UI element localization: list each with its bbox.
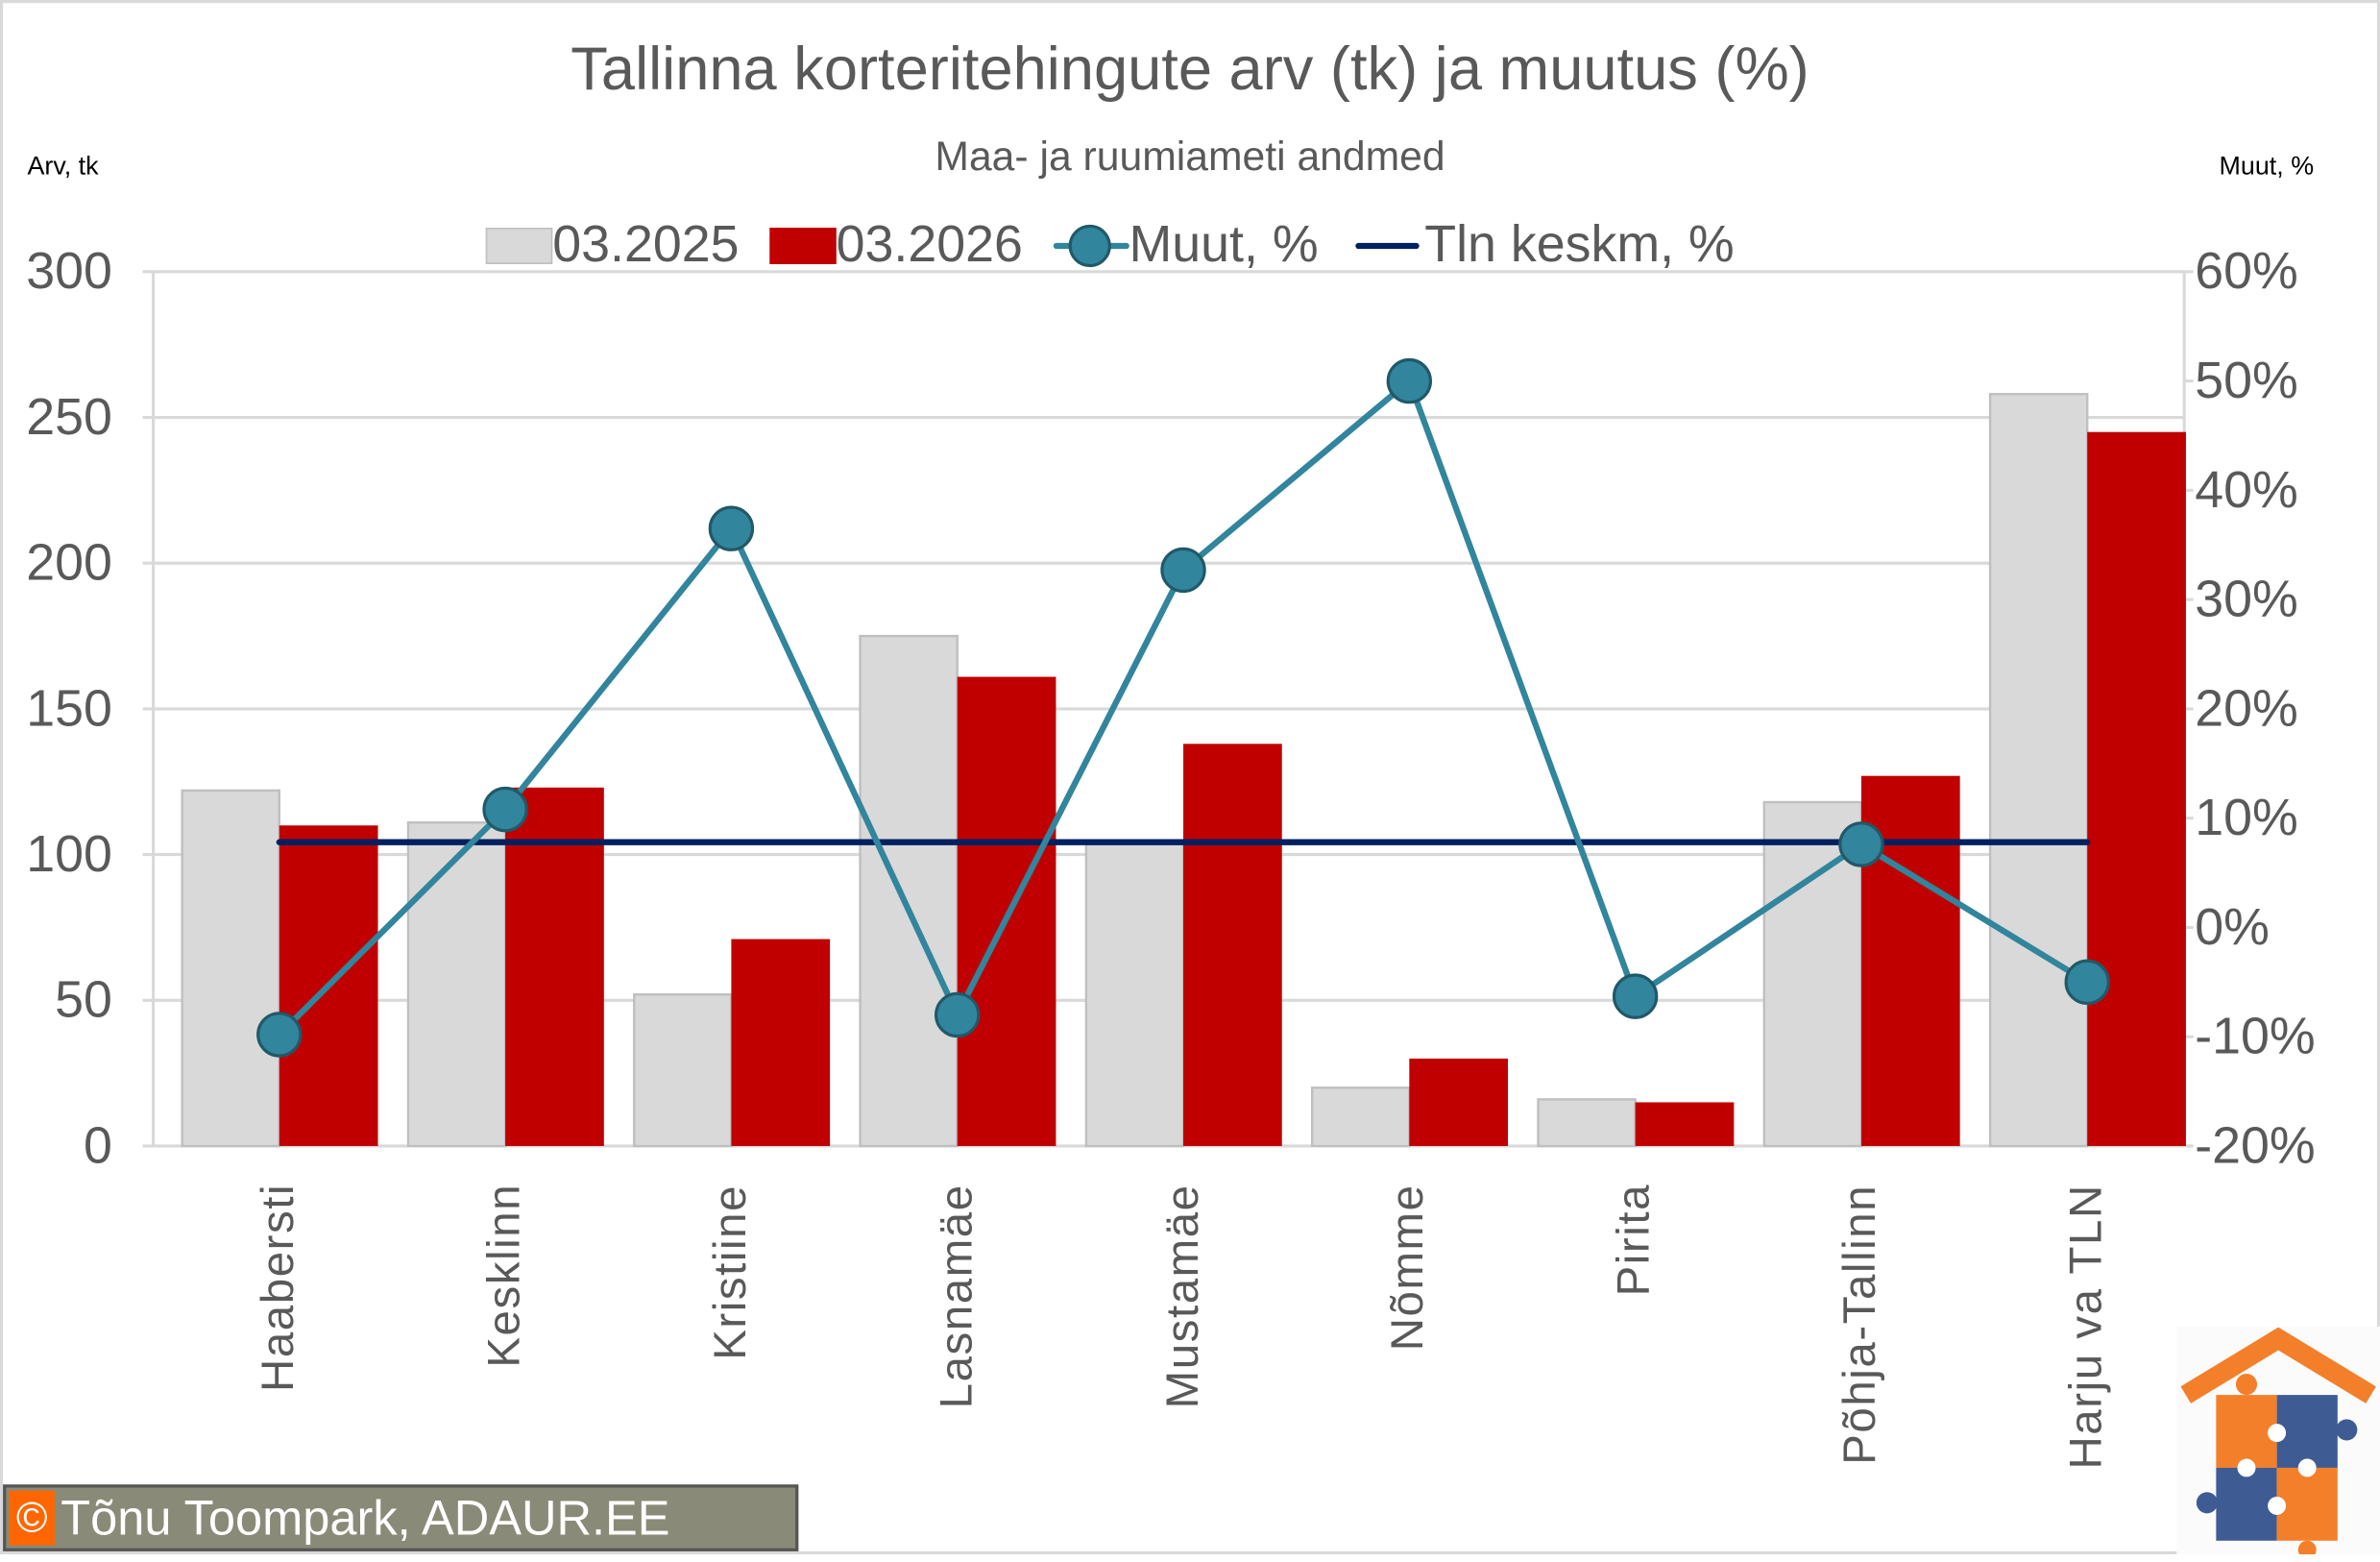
- legend-item-2025: 03.2025: [485, 215, 740, 275]
- y-tick-left: 0: [84, 1116, 112, 1175]
- y-tick-left: 50: [55, 971, 112, 1030]
- y-tick-left: 150: [26, 679, 112, 738]
- y-tick-left: 300: [26, 242, 112, 301]
- legend-item-avg: Tln keskm, %: [1348, 215, 1735, 275]
- legend-swatch-2025: [485, 227, 553, 264]
- bar-03-2026: [2087, 431, 2186, 1146]
- bar-03-2025: [181, 789, 280, 1148]
- bar-03-2025: [1988, 393, 2089, 1148]
- legend-label: 03.2026: [836, 215, 1023, 274]
- x-label: Mustamäe: [1157, 1184, 1208, 1409]
- x-label: Kristiine: [705, 1184, 756, 1360]
- bar-03-2026: [1409, 1058, 1509, 1146]
- bar-03-2025: [633, 993, 733, 1148]
- left-axis-title: Arv, tk: [27, 152, 99, 182]
- change-marker: [256, 1012, 303, 1058]
- y-tick-right: 0%: [2195, 898, 2270, 957]
- legend-swatch-2026: [769, 227, 837, 264]
- change-marker: [934, 991, 981, 1038]
- x-label: Lasnamäe: [931, 1184, 982, 1409]
- credit-text: Tõnu Toompark, ADAUR.EE: [61, 1489, 670, 1545]
- bar-03-2025: [1537, 1098, 1637, 1148]
- x-label: Põhja-Tallinn: [1835, 1184, 1886, 1465]
- y-tick-right: -20%: [2195, 1116, 2316, 1175]
- legend-item-change: Muut, %: [1053, 215, 1319, 275]
- x-label: Kesklinn: [479, 1183, 530, 1368]
- y-tick-right: 30%: [2195, 571, 2298, 629]
- y-tick-right: 60%: [2195, 242, 2298, 301]
- change-marker: [1160, 547, 1206, 594]
- y-tick-left: 200: [26, 534, 112, 593]
- y-tick-right: 10%: [2195, 789, 2298, 847]
- legend-swatch-line-marker: [1053, 222, 1129, 267]
- bar-03-2026: [1183, 744, 1282, 1146]
- change-marker: [708, 505, 755, 551]
- y-tick-right: 50%: [2195, 352, 2298, 410]
- bar-03-2025: [1084, 842, 1185, 1148]
- bar-03-2026: [505, 787, 604, 1146]
- bar-03-2025: [406, 821, 507, 1148]
- bar-03-2025: [859, 634, 959, 1148]
- right-axis-title: Muut, %: [2219, 152, 2315, 182]
- change-marker: [2064, 959, 2110, 1006]
- chart-subtitle: Maa- ja ruumiameti andmed: [935, 134, 1445, 180]
- y-tick-right: -10%: [2195, 1008, 2316, 1066]
- x-label: Haabersti: [253, 1183, 304, 1392]
- bar-series: [181, 393, 2186, 1148]
- bar-03-2026: [731, 939, 831, 1146]
- change-marker: [1612, 973, 1659, 1019]
- y-tick-right: 40%: [2195, 461, 2298, 520]
- copyright-credit: © Tõnu Toompark, ADAUR.EE: [3, 1484, 799, 1551]
- legend-label: Muut, %: [1129, 215, 1319, 274]
- y-tick-left: 100: [26, 825, 112, 884]
- legend-label: 03.2025: [552, 215, 740, 274]
- change-marker: [1386, 357, 1433, 404]
- change-line-series: [256, 357, 2110, 1058]
- legend: 03.2025 03.2026 Muut, % Tln keskm, %: [485, 215, 1765, 275]
- x-label: Harju va TLN: [2061, 1184, 2112, 1470]
- bar-03-2025: [1310, 1086, 1411, 1148]
- legend-item-2026: 03.2026: [769, 215, 1023, 275]
- house-puzzle-logo-icon: [2176, 1327, 2380, 1559]
- y-tick-right: 20%: [2195, 679, 2298, 738]
- chart-title: Tallinna korteritehingute arv (tk) ja mu…: [571, 36, 1809, 104]
- y-tick-left: 250: [26, 388, 112, 447]
- x-label: Pirita: [1609, 1183, 1660, 1297]
- plot-area: [142, 270, 2194, 1148]
- legend-swatch-line: [1348, 222, 1424, 267]
- change-marker: [482, 786, 528, 833]
- legend-label: Tln keskm, %: [1424, 215, 1735, 274]
- x-label: Nõmme: [1383, 1184, 1434, 1352]
- copyright-icon: ©: [9, 1490, 55, 1546]
- change-marker: [1838, 821, 1884, 867]
- bar-03-2026: [1635, 1102, 1735, 1146]
